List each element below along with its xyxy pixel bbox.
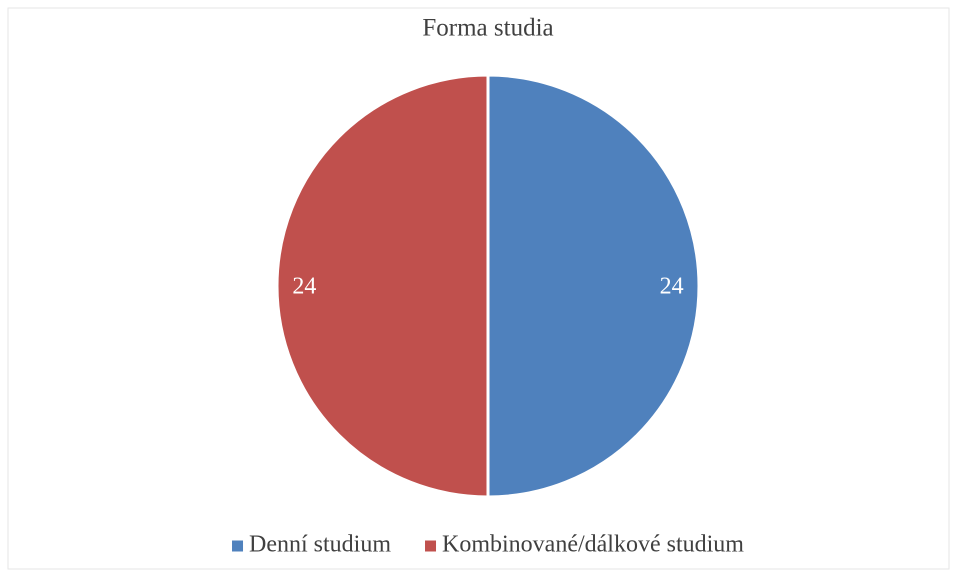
pie-slice bbox=[275, 73, 490, 499]
legend-label: Denní studium bbox=[249, 532, 391, 558]
data-label: 24 bbox=[292, 274, 316, 300]
legend-swatch bbox=[232, 540, 244, 552]
pie-slice bbox=[486, 73, 701, 499]
chart-title: Forma studia bbox=[422, 15, 553, 42]
legend-swatch bbox=[425, 540, 437, 552]
data-label: 24 bbox=[660, 274, 684, 300]
legend-label: Kombinované/dálkové studium bbox=[442, 532, 744, 558]
